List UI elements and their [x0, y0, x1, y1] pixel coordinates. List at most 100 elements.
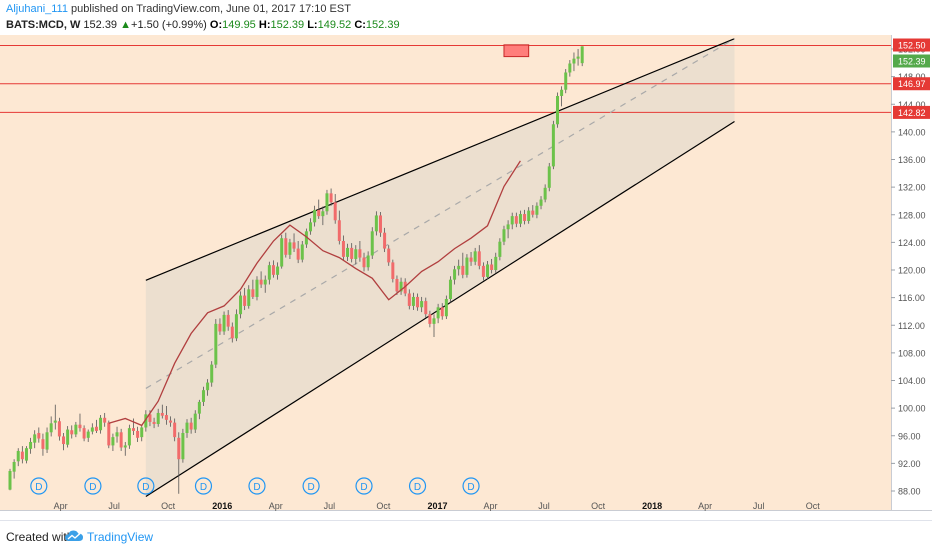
- candle[interactable]: [243, 287, 247, 311]
- candle[interactable]: [111, 433, 115, 451]
- candle[interactable]: [572, 52, 576, 72]
- candle[interactable]: [263, 275, 267, 293]
- dividend-marker[interactable]: D: [408, 477, 427, 495]
- candle[interactable]: [234, 309, 238, 342]
- candle[interactable]: [473, 247, 477, 266]
- candle[interactable]: [436, 303, 440, 324]
- candle[interactable]: [226, 310, 230, 331]
- candle[interactable]: [201, 386, 205, 407]
- candle[interactable]: [115, 426, 119, 443]
- candle[interactable]: [280, 234, 284, 269]
- price-label[interactable]: 146.97: [893, 77, 930, 91]
- candle[interactable]: [387, 245, 391, 266]
- candle[interactable]: [317, 199, 321, 219]
- candle[interactable]: [510, 212, 514, 230]
- candle[interactable]: [337, 210, 341, 245]
- candle[interactable]: [350, 243, 354, 263]
- price-label[interactable]: 152.39: [893, 54, 930, 68]
- candle[interactable]: [8, 468, 12, 491]
- price-label[interactable]: 142.82: [893, 105, 930, 119]
- candle[interactable]: [86, 429, 90, 442]
- candle[interactable]: [440, 303, 444, 320]
- candle[interactable]: [24, 446, 28, 464]
- candle[interactable]: [399, 277, 403, 295]
- candle[interactable]: [173, 418, 177, 442]
- candle[interactable]: [193, 410, 197, 433]
- candle[interactable]: [123, 441, 127, 456]
- candle[interactable]: [177, 432, 181, 494]
- candle[interactable]: [391, 259, 395, 283]
- candle[interactable]: [370, 227, 374, 259]
- candle[interactable]: [271, 260, 275, 278]
- tradingview-brand-link[interactable]: TradingView: [87, 530, 154, 544]
- candle[interactable]: [374, 211, 378, 236]
- candle[interactable]: [428, 310, 432, 328]
- candle[interactable]: [251, 279, 255, 300]
- candle[interactable]: [448, 276, 452, 303]
- dividend-marker[interactable]: D: [137, 477, 155, 495]
- candle[interactable]: [514, 212, 518, 228]
- candle[interactable]: [346, 243, 350, 262]
- candle[interactable]: [82, 425, 86, 442]
- candle[interactable]: [411, 292, 415, 311]
- candle[interactable]: [543, 184, 547, 203]
- candle[interactable]: [276, 262, 280, 280]
- candle[interactable]: [218, 318, 222, 335]
- candle[interactable]: [103, 412, 107, 427]
- candle[interactable]: [333, 194, 337, 224]
- candle[interactable]: [407, 289, 411, 310]
- candle[interactable]: [490, 258, 494, 274]
- candle[interactable]: [16, 448, 20, 467]
- candle[interactable]: [53, 404, 57, 430]
- price-label[interactable]: 152.50: [893, 38, 930, 52]
- channel-lower-line[interactable]: [145, 121, 735, 498]
- candle[interactable]: [300, 240, 304, 263]
- candle[interactable]: [416, 293, 420, 311]
- candle[interactable]: [292, 233, 296, 253]
- candle[interactable]: [33, 430, 37, 449]
- candle[interactable]: [313, 205, 317, 227]
- candle[interactable]: [169, 416, 173, 427]
- candle[interactable]: [222, 311, 226, 335]
- candle[interactable]: [481, 262, 485, 281]
- candle[interactable]: [107, 420, 111, 449]
- candle[interactable]: [527, 207, 531, 224]
- candle[interactable]: [518, 210, 522, 228]
- candle[interactable]: [94, 419, 98, 433]
- candle[interactable]: [197, 399, 201, 420]
- candle[interactable]: [45, 427, 49, 454]
- candle[interactable]: [189, 417, 193, 434]
- candle[interactable]: [461, 252, 465, 279]
- channel-upper-line[interactable]: [145, 38, 735, 281]
- candle[interactable]: [453, 265, 457, 285]
- candle[interactable]: [309, 218, 313, 235]
- candle[interactable]: [498, 238, 502, 261]
- candle[interactable]: [12, 459, 16, 479]
- candle[interactable]: [90, 423, 94, 435]
- candle[interactable]: [580, 46, 584, 67]
- candle[interactable]: [502, 225, 506, 246]
- candle[interactable]: [239, 291, 243, 319]
- candle[interactable]: [366, 251, 370, 271]
- candle[interactable]: [160, 404, 164, 419]
- candle[interactable]: [576, 49, 580, 66]
- candle[interactable]: [185, 419, 189, 438]
- candle[interactable]: [523, 209, 527, 225]
- candle[interactable]: [99, 415, 103, 434]
- candle[interactable]: [444, 295, 448, 320]
- candle[interactable]: [539, 196, 543, 210]
- candle[interactable]: [321, 206, 325, 226]
- candle[interactable]: [57, 417, 61, 441]
- candle[interactable]: [247, 285, 251, 309]
- candle[interactable]: [329, 188, 333, 206]
- candle[interactable]: [535, 202, 539, 219]
- candle[interactable]: [383, 227, 387, 253]
- candle[interactable]: [74, 421, 78, 438]
- candle[interactable]: [255, 276, 259, 301]
- candle[interactable]: [259, 271, 263, 288]
- candle[interactable]: [70, 425, 74, 439]
- candle[interactable]: [354, 245, 358, 265]
- candle[interactable]: [20, 446, 24, 464]
- candle[interactable]: [119, 428, 123, 451]
